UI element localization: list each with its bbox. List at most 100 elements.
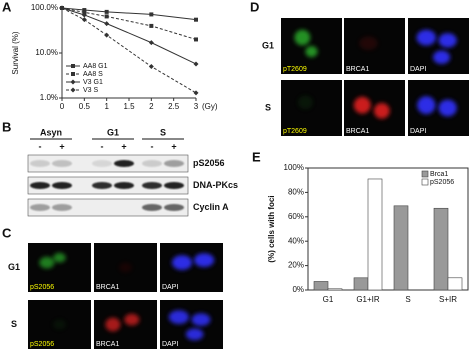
micrograph <box>160 243 223 292</box>
blot-band <box>30 160 50 167</box>
blot-band <box>52 204 72 211</box>
marker <box>71 72 75 76</box>
blot-band <box>114 182 134 189</box>
band-label: Cyclin A <box>193 202 229 212</box>
blot-band <box>30 204 50 211</box>
panel-letter: D <box>250 0 259 14</box>
x-tick-label: 1 <box>104 102 109 111</box>
panel-letter: B <box>2 119 11 134</box>
marker <box>81 12 87 18</box>
y-tick-label: 10.0% <box>35 48 58 57</box>
marker <box>149 12 154 17</box>
micrograph <box>408 18 469 74</box>
cell-signal <box>53 252 66 263</box>
cell-signal <box>416 29 437 46</box>
cell-signal <box>185 328 204 341</box>
row-label: S <box>11 319 17 329</box>
stain-label: pT2609 <box>283 128 307 135</box>
marker <box>148 64 154 70</box>
legend-label: V3 G1 <box>83 79 103 86</box>
blot-band <box>164 204 184 211</box>
legend-label: AA8 G1 <box>83 63 108 70</box>
cell-signal <box>168 310 189 325</box>
band-label: DNA-PKcs <box>193 180 238 190</box>
cell-signal <box>39 256 55 269</box>
micrograph <box>281 80 342 136</box>
y-tick-label: 20% <box>288 261 304 270</box>
treatment-label: - <box>39 141 42 151</box>
cell-signal <box>194 253 215 268</box>
x-unit: (Gy) <box>202 102 218 111</box>
y-tick-label: 1.0% <box>40 93 58 102</box>
micrograph <box>160 300 223 349</box>
stain-label: BRCA1 <box>346 66 369 73</box>
blot-band <box>164 160 184 167</box>
blot-strip <box>27 198 189 217</box>
marker <box>148 40 154 46</box>
marker <box>81 17 87 23</box>
x-tick-label: S+IR <box>439 295 457 304</box>
x-tick-label: 1.5 <box>123 102 135 111</box>
row-label: S <box>265 102 271 112</box>
y-tick-label: 100% <box>284 163 304 172</box>
y-axis-label: (%) cells with foci <box>267 195 276 262</box>
marker <box>70 87 76 93</box>
legend-swatch <box>421 178 429 186</box>
marker <box>149 23 154 28</box>
stain-label: DAPI <box>410 66 426 73</box>
cell-signal <box>433 50 451 64</box>
x-tick-label: 2.5 <box>168 102 180 111</box>
cell-signal <box>417 96 436 115</box>
stain-label: DAPI <box>162 341 178 348</box>
treatment-label: + <box>59 141 64 151</box>
stain-label: pS2056 <box>30 284 54 291</box>
x-tick-label: 3 <box>194 102 199 111</box>
cell-signal <box>438 33 457 48</box>
stain-label: BRCA1 <box>96 284 119 291</box>
bar <box>353 277 369 291</box>
cell-signal <box>124 313 140 326</box>
cell-signal <box>171 255 193 270</box>
x-tick-label: 0 <box>60 102 65 111</box>
treatment-label: + <box>171 141 176 151</box>
bar <box>433 207 449 291</box>
blot-band <box>142 160 162 167</box>
marker <box>70 79 76 85</box>
marker <box>71 64 75 68</box>
bar <box>367 178 383 291</box>
blot-band <box>52 182 72 189</box>
cell-signal <box>305 46 318 58</box>
band-label: pS2056 <box>193 158 225 168</box>
y-tick-label: 60% <box>288 212 304 221</box>
blot-band <box>52 160 72 167</box>
legend-label: pS2056 <box>430 179 454 186</box>
row-label: G1 <box>8 262 20 272</box>
y-tick-label: 40% <box>288 236 304 245</box>
legend-label: AA8 S <box>83 71 103 78</box>
legend-label: V3 S <box>83 87 99 94</box>
legend-swatch <box>421 170 429 178</box>
bar <box>447 277 463 291</box>
y-tick-label: 100.0% <box>31 3 58 12</box>
marker <box>104 32 110 38</box>
x-tick-label: 0.5 <box>79 102 91 111</box>
treatment-label: + <box>121 141 126 151</box>
cell-signal <box>353 96 371 114</box>
row-label: G1 <box>262 40 274 50</box>
stain-label: DAPI <box>162 284 178 291</box>
marker <box>82 10 87 15</box>
blot-band <box>92 182 112 189</box>
y-tick-label: 80% <box>288 188 304 197</box>
blot-band <box>92 160 112 167</box>
marker <box>82 8 87 13</box>
stain-label: BRCA1 <box>346 128 369 135</box>
micrograph <box>28 243 91 292</box>
group-label: G1 <box>107 127 119 137</box>
cell-signal <box>359 36 378 50</box>
stain-label: pT2609 <box>283 66 307 73</box>
blot-band <box>142 182 162 189</box>
blot-band <box>142 204 162 211</box>
cell-signal <box>119 262 132 273</box>
bar <box>327 288 343 291</box>
stain-label: DAPI <box>410 128 426 135</box>
